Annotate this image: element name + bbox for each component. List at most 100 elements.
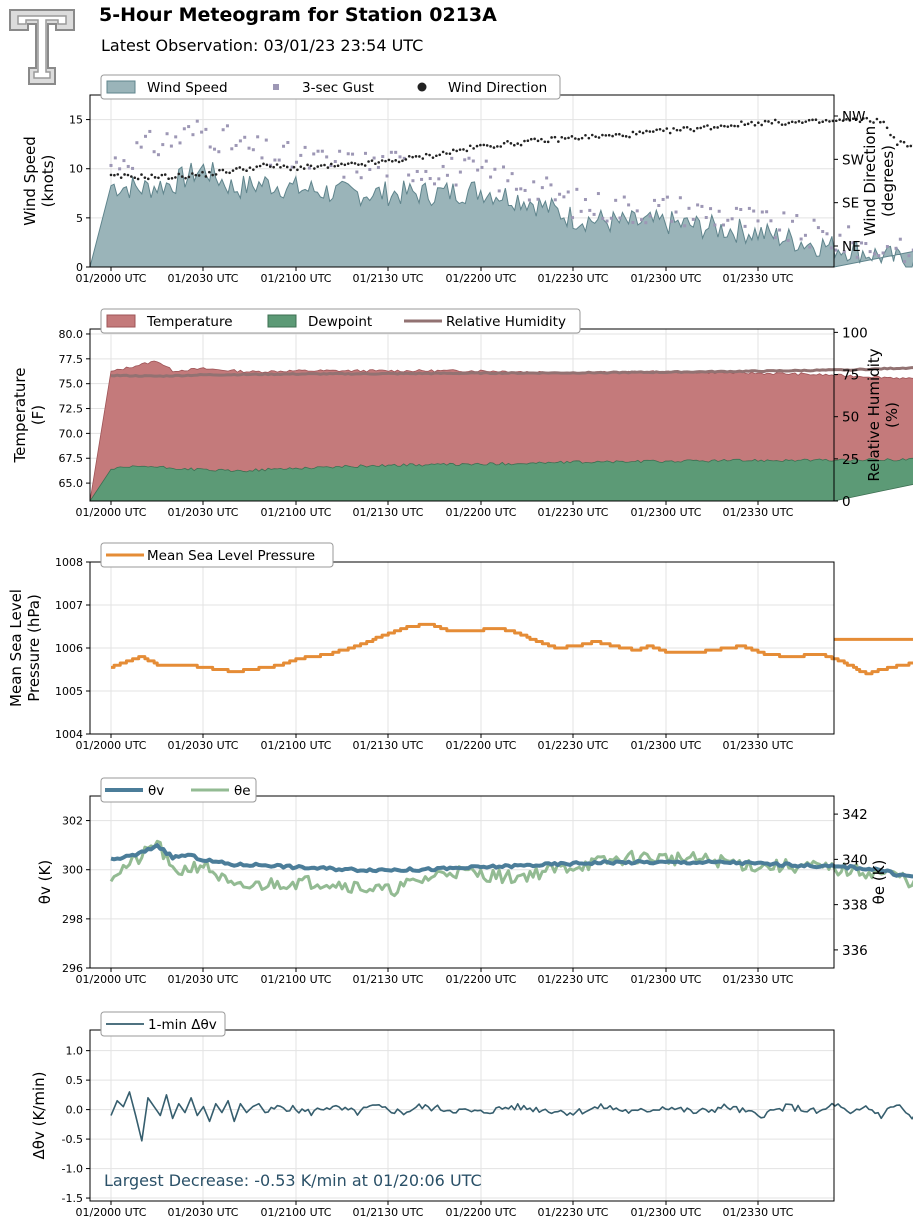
gust-point <box>316 149 320 153</box>
x-tick-label: 01/2000 UTC <box>75 973 146 986</box>
wind-direction-point <box>804 120 808 123</box>
gust-point <box>294 160 298 164</box>
wind-direction-point <box>743 123 747 127</box>
wind-direction-point <box>736 124 740 128</box>
wind-direction-point <box>224 171 228 174</box>
gust-point <box>670 219 674 223</box>
gust-point <box>566 190 570 194</box>
gust-point <box>803 233 807 237</box>
wind-direction-point <box>343 163 347 167</box>
x-tick-label: 01/2200 UTC <box>445 1206 516 1219</box>
wind-direction-point <box>143 176 147 179</box>
gust-point <box>428 177 432 181</box>
gust-point <box>877 254 881 258</box>
gust-point <box>476 168 480 172</box>
wind-direction-point <box>563 137 567 140</box>
gust-point <box>178 141 182 145</box>
gust-point <box>687 206 691 210</box>
gust-point <box>286 141 290 145</box>
wind-direction-point <box>879 120 882 124</box>
wind-direction-point <box>719 124 723 127</box>
y2-axis-label: Wind Direction(degrees) <box>861 126 897 236</box>
gust-point <box>868 250 872 254</box>
gust-point <box>549 183 553 187</box>
gust-point <box>657 204 661 208</box>
gust-point <box>583 198 587 202</box>
wind-direction-point <box>699 126 702 130</box>
page-title: 5-Hour Meteogram for Station 0213A <box>99 4 497 26</box>
wind-direction-point <box>485 144 489 147</box>
double-t-logo-icon <box>9 9 75 85</box>
wind-direction-point <box>380 159 384 162</box>
wind-direction-point <box>553 135 557 139</box>
wind-direction-point <box>587 136 591 140</box>
wind-direction-point <box>462 148 465 151</box>
gust-point <box>683 224 687 228</box>
wind-direction-point <box>119 176 123 179</box>
gust-point <box>493 167 497 171</box>
gust-point <box>545 176 549 180</box>
wind-direction-point <box>394 159 397 162</box>
gust-point <box>842 250 846 254</box>
legend-label: 3-sec Gust <box>302 80 374 96</box>
wind-direction-point <box>153 176 157 179</box>
wind-direction-point <box>638 130 641 134</box>
wind-direction-point <box>651 130 655 133</box>
wind-direction-point <box>641 131 645 135</box>
wind-direction-point <box>268 165 272 168</box>
gust-point <box>484 159 488 163</box>
x-tick-label: 01/2130 UTC <box>352 739 423 752</box>
wind-direction-point <box>316 165 320 168</box>
wind-direction-point <box>784 123 787 126</box>
gust-point <box>372 156 376 160</box>
wind-direction-point <box>489 145 492 148</box>
x-tick-label: 01/2200 UTC <box>445 272 516 285</box>
x-tick-label: 01/2030 UTC <box>167 739 238 752</box>
wind-direction-point <box>770 121 774 125</box>
wind-direction-point <box>621 134 625 138</box>
gust-point <box>445 173 449 177</box>
wind-direction-point <box>299 165 303 169</box>
wind-direction-point <box>757 121 760 124</box>
wind-direction-point <box>496 145 499 148</box>
gust-point <box>674 210 678 214</box>
gust-point <box>355 170 359 174</box>
gust-point <box>269 163 273 167</box>
wind-direction-point <box>160 173 164 177</box>
gust-point <box>588 208 592 212</box>
wind-direction-point <box>706 124 709 127</box>
wind-direction-point <box>546 140 550 144</box>
wind-direction-point <box>414 155 418 158</box>
gust-point <box>743 224 747 228</box>
wind-direction-point <box>845 118 848 121</box>
legend-label: 1-min Δθv <box>148 1017 217 1033</box>
gust-point <box>502 165 506 169</box>
y2-axis-label: Relative Humidity(%) <box>865 348 901 481</box>
theta-e-line <box>109 839 913 898</box>
wind-direction-point <box>387 158 391 162</box>
wind-direction-point <box>892 135 896 139</box>
y-tick-label: 65.0 <box>59 477 84 490</box>
wind-direction-point <box>468 144 472 148</box>
gust-point <box>622 195 626 199</box>
gust-point <box>251 148 255 152</box>
wind-direction-point <box>184 176 187 180</box>
gust-point <box>704 216 708 220</box>
y-tick-label: 80.0 <box>59 328 84 341</box>
gust-point <box>739 208 743 212</box>
x-tick-label: 01/2030 UTC <box>167 272 238 285</box>
delta-theta-line <box>110 1091 913 1142</box>
gust-point <box>795 214 799 218</box>
gust-point <box>204 127 208 131</box>
wind-direction-point <box>536 139 540 143</box>
wind-direction-point <box>313 167 316 170</box>
wind-direction-point <box>255 165 259 168</box>
gust-point <box>730 217 734 221</box>
gust-point <box>135 141 139 145</box>
y2-tick-label: 100 <box>842 325 868 341</box>
wind-direction-point <box>221 168 225 172</box>
gust-point <box>243 135 247 139</box>
wind-direction-point <box>163 173 167 176</box>
gust-point <box>385 174 389 178</box>
wind-direction-point <box>594 135 597 138</box>
